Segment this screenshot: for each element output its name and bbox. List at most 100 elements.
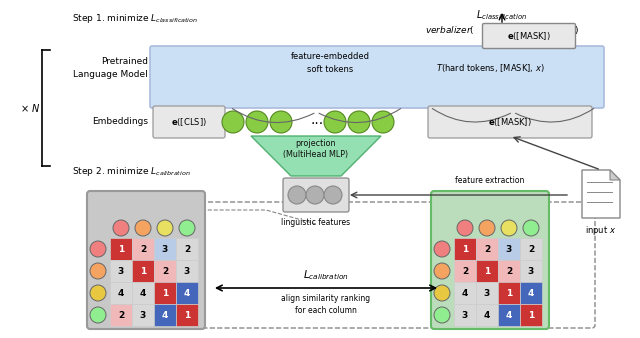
Text: 2: 2	[162, 266, 168, 275]
Circle shape	[324, 186, 342, 204]
Circle shape	[135, 220, 151, 236]
Text: 3: 3	[506, 244, 512, 254]
Text: $)$: $)$	[574, 24, 579, 36]
Text: 4: 4	[118, 289, 124, 297]
Text: 2: 2	[462, 266, 468, 275]
Text: 1: 1	[528, 311, 534, 319]
Text: feature extraction: feature extraction	[455, 176, 525, 185]
Circle shape	[90, 241, 106, 257]
Bar	[498, 304, 520, 326]
Text: Pretrained
Language Model: Pretrained Language Model	[73, 57, 148, 79]
Text: $\mathit{verbalizer}($: $\mathit{verbalizer}($	[425, 24, 474, 36]
Text: $\mathbf{e}$([MASK]): $\mathbf{e}$([MASK])	[507, 30, 551, 42]
Text: 2: 2	[140, 244, 146, 254]
Text: 3: 3	[162, 244, 168, 254]
Text: 4: 4	[528, 289, 534, 297]
Bar	[176, 238, 198, 260]
Bar	[454, 304, 476, 326]
Text: $T$(hard tokens, [MASK], $x$): $T$(hard tokens, [MASK], $x$)	[436, 62, 545, 74]
Circle shape	[501, 220, 517, 236]
FancyBboxPatch shape	[87, 191, 205, 329]
FancyBboxPatch shape	[150, 46, 604, 108]
Circle shape	[457, 220, 473, 236]
Circle shape	[479, 220, 495, 236]
Circle shape	[157, 220, 173, 236]
Bar	[476, 304, 498, 326]
Circle shape	[288, 186, 306, 204]
Bar	[154, 282, 176, 304]
Bar	[132, 260, 154, 282]
FancyBboxPatch shape	[283, 178, 349, 212]
Bar	[476, 238, 498, 260]
Text: 4: 4	[462, 289, 468, 297]
Bar	[520, 238, 542, 260]
FancyBboxPatch shape	[431, 191, 549, 329]
Circle shape	[113, 220, 129, 236]
Bar	[520, 304, 542, 326]
Text: 3: 3	[140, 311, 146, 319]
Circle shape	[246, 111, 268, 133]
Text: 3: 3	[184, 266, 190, 275]
Text: 1: 1	[162, 289, 168, 297]
Circle shape	[523, 220, 539, 236]
Text: linguistic features: linguistic features	[282, 218, 351, 227]
Text: 2: 2	[506, 266, 512, 275]
Bar	[476, 282, 498, 304]
Circle shape	[306, 186, 324, 204]
Circle shape	[434, 241, 450, 257]
Text: 4: 4	[140, 289, 146, 297]
Text: 1: 1	[462, 244, 468, 254]
Text: 1: 1	[118, 244, 124, 254]
Text: 4: 4	[162, 311, 168, 319]
Text: 2: 2	[184, 244, 190, 254]
Bar	[476, 260, 498, 282]
Circle shape	[372, 111, 394, 133]
Text: 1: 1	[140, 266, 146, 275]
Polygon shape	[251, 136, 381, 176]
Bar	[132, 304, 154, 326]
Text: Embeddings: Embeddings	[92, 118, 148, 126]
Circle shape	[90, 307, 106, 323]
Text: Step 2. minimize $L_{calibration}$: Step 2. minimize $L_{calibration}$	[72, 165, 191, 178]
Bar	[454, 282, 476, 304]
Text: Step 1. minimize $L_{classification}$: Step 1. minimize $L_{classification}$	[72, 12, 198, 25]
Bar	[132, 238, 154, 260]
Bar	[454, 260, 476, 282]
Text: $\mathbf{e}$([MASK]): $\mathbf{e}$([MASK])	[488, 116, 532, 128]
Text: feature-embedded
soft tokens: feature-embedded soft tokens	[291, 52, 369, 74]
Circle shape	[222, 111, 244, 133]
Text: $L_{calibration}$: $L_{calibration}$	[303, 268, 349, 282]
Bar	[154, 304, 176, 326]
Circle shape	[90, 285, 106, 301]
FancyBboxPatch shape	[428, 106, 592, 138]
Text: $L_{classification}$: $L_{classification}$	[476, 8, 527, 22]
Text: 4: 4	[506, 311, 512, 319]
Bar	[110, 238, 132, 260]
Text: 4: 4	[484, 311, 490, 319]
Circle shape	[324, 111, 346, 133]
Text: 3: 3	[462, 311, 468, 319]
Text: align similarity ranking
for each column: align similarity ranking for each column	[282, 294, 371, 315]
Circle shape	[434, 263, 450, 279]
FancyBboxPatch shape	[153, 106, 225, 138]
Text: 1: 1	[484, 266, 490, 275]
Text: 2: 2	[484, 244, 490, 254]
Circle shape	[179, 220, 195, 236]
Circle shape	[348, 111, 370, 133]
Bar	[154, 260, 176, 282]
Circle shape	[270, 111, 292, 133]
Bar	[132, 282, 154, 304]
Text: 4: 4	[184, 289, 190, 297]
Bar	[176, 260, 198, 282]
Bar	[498, 260, 520, 282]
Text: 1: 1	[184, 311, 190, 319]
Bar	[454, 238, 476, 260]
Bar	[110, 260, 132, 282]
Text: $\times\ N$: $\times\ N$	[20, 102, 40, 114]
Bar	[110, 282, 132, 304]
Bar	[498, 238, 520, 260]
Text: 2: 2	[118, 311, 124, 319]
Polygon shape	[582, 170, 620, 218]
Text: projection
(MultiHead MLP): projection (MultiHead MLP)	[284, 139, 349, 160]
Bar	[498, 282, 520, 304]
